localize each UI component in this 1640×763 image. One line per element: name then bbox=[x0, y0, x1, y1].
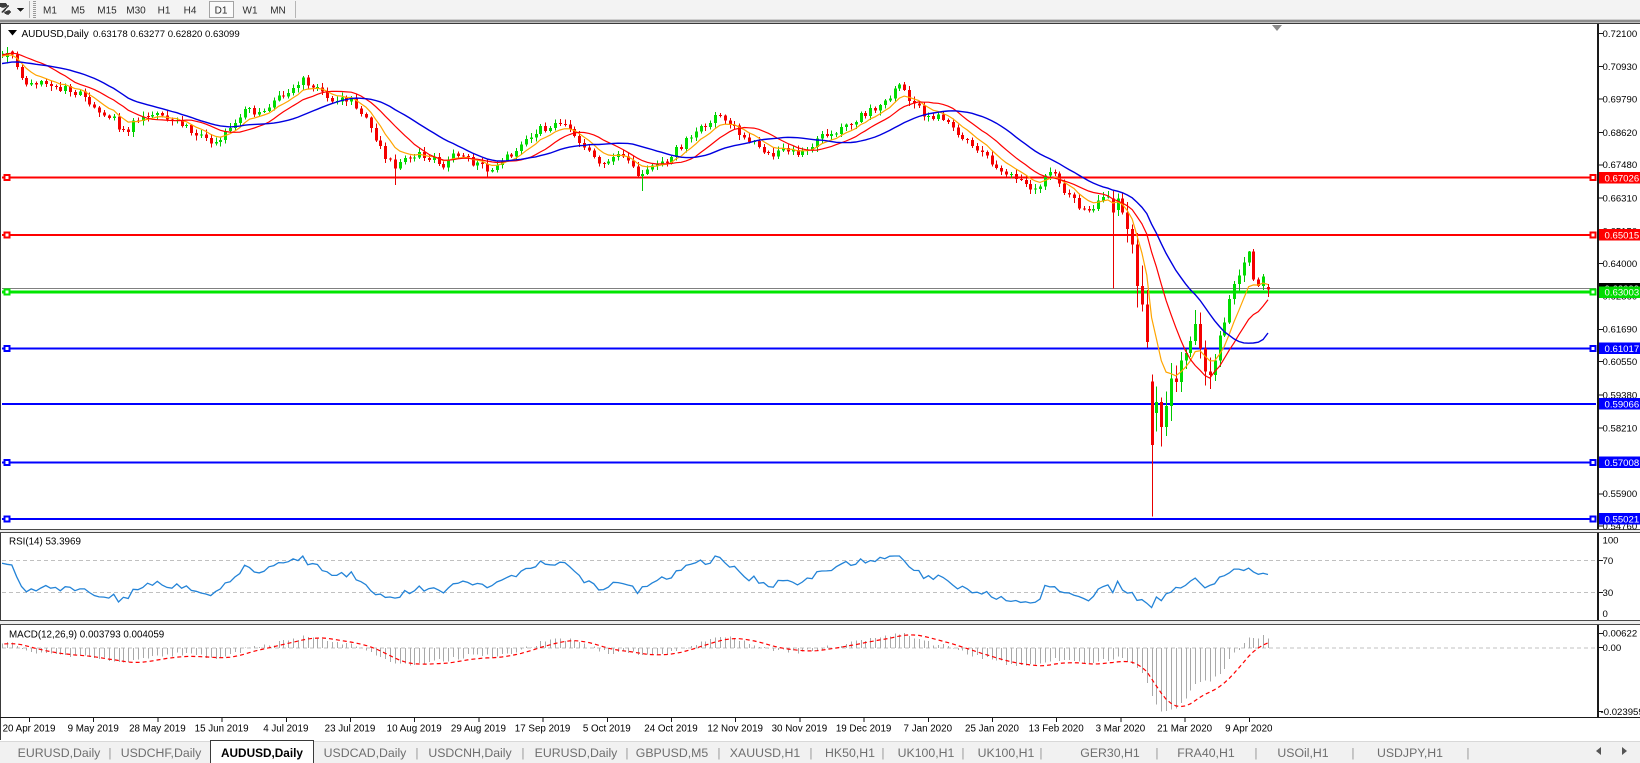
svg-text:70: 70 bbox=[1603, 556, 1614, 567]
svg-text:12 Nov 2019: 12 Nov 2019 bbox=[707, 724, 763, 735]
svg-text:0.59066: 0.59066 bbox=[1605, 400, 1640, 411]
svg-text:|: | bbox=[1351, 746, 1354, 760]
svg-text:M30: M30 bbox=[126, 6, 146, 17]
svg-text:-0.023959: -0.023959 bbox=[1601, 707, 1640, 718]
svg-text:M15: M15 bbox=[97, 6, 117, 17]
svg-text:0.68620: 0.68620 bbox=[1603, 128, 1638, 139]
svg-text:4 Jul 2019: 4 Jul 2019 bbox=[263, 724, 308, 735]
svg-text:0.00: 0.00 bbox=[1603, 643, 1622, 654]
svg-text:0.54760: 0.54760 bbox=[1603, 522, 1638, 533]
svg-text:9 Apr 2020: 9 Apr 2020 bbox=[1225, 724, 1273, 735]
svg-text:AUDUSD,Daily: AUDUSD,Daily bbox=[221, 746, 303, 760]
svg-text:0.66310: 0.66310 bbox=[1603, 193, 1638, 204]
svg-text:21 Mar 2020: 21 Mar 2020 bbox=[1157, 724, 1213, 735]
svg-text:|: | bbox=[415, 746, 418, 760]
svg-text:D1: D1 bbox=[215, 6, 228, 17]
svg-text:0: 0 bbox=[1603, 609, 1608, 620]
svg-text:13 Feb 2020: 13 Feb 2020 bbox=[1029, 724, 1085, 735]
svg-text:15 Jun 2019: 15 Jun 2019 bbox=[195, 724, 249, 735]
svg-text:|: | bbox=[1254, 746, 1257, 760]
svg-text:28 May 2019: 28 May 2019 bbox=[129, 724, 186, 735]
svg-text:3 Mar 2020: 3 Mar 2020 bbox=[1096, 724, 1146, 735]
svg-text:W1: W1 bbox=[243, 6, 258, 17]
svg-text:9 May 2019: 9 May 2019 bbox=[68, 724, 119, 735]
svg-text:USDCAD,Daily: USDCAD,Daily bbox=[324, 746, 408, 760]
svg-text:25 Jan 2020: 25 Jan 2020 bbox=[965, 724, 1019, 735]
svg-text:EURUSD,Daily: EURUSD,Daily bbox=[18, 746, 102, 760]
svg-text:H1: H1 bbox=[158, 6, 171, 17]
svg-text:17 Sep 2019: 17 Sep 2019 bbox=[515, 724, 571, 735]
svg-text:|: | bbox=[809, 746, 812, 760]
svg-text:|: | bbox=[625, 746, 628, 760]
svg-text:|: | bbox=[1155, 746, 1158, 760]
svg-text:UK100,H1: UK100,H1 bbox=[978, 746, 1035, 760]
svg-text:30 Nov 2019: 30 Nov 2019 bbox=[772, 724, 828, 735]
svg-text:0.61690: 0.61690 bbox=[1603, 325, 1638, 336]
svg-text:|: | bbox=[717, 746, 720, 760]
svg-text:MACD(12,26,9) 0.003793 0.00405: MACD(12,26,9) 0.003793 0.004059 bbox=[9, 630, 164, 641]
svg-text:UK100,H1: UK100,H1 bbox=[898, 746, 955, 760]
svg-text:HK50,H1: HK50,H1 bbox=[825, 746, 875, 760]
svg-text:|: | bbox=[521, 746, 524, 760]
svg-text:|: | bbox=[961, 746, 964, 760]
svg-text:24 Oct 2019: 24 Oct 2019 bbox=[644, 724, 697, 735]
svg-text:0.72100: 0.72100 bbox=[1603, 29, 1638, 40]
svg-text:0.67026: 0.67026 bbox=[1605, 173, 1640, 184]
svg-text:0.59380: 0.59380 bbox=[1603, 390, 1638, 401]
svg-text:0.00622: 0.00622 bbox=[1603, 628, 1638, 639]
svg-text:M1: M1 bbox=[43, 6, 57, 17]
svg-text:AUDUSD,Daily: AUDUSD,Daily bbox=[22, 29, 89, 40]
svg-text:XAUUSD,H1: XAUUSD,H1 bbox=[730, 746, 801, 760]
svg-text:|: | bbox=[881, 746, 884, 760]
svg-text:GER30,H1: GER30,H1 bbox=[1080, 746, 1140, 760]
svg-text:USDCHF,Daily: USDCHF,Daily bbox=[121, 746, 202, 760]
svg-text:0.65015: 0.65015 bbox=[1605, 230, 1640, 241]
svg-text:USDJPY,H1: USDJPY,H1 bbox=[1377, 746, 1443, 760]
svg-text:|: | bbox=[1039, 746, 1042, 760]
svg-text:0.61017: 0.61017 bbox=[1605, 344, 1640, 355]
svg-text:USOil,H1: USOil,H1 bbox=[1277, 746, 1328, 760]
svg-text:100: 100 bbox=[1603, 535, 1619, 546]
svg-text:|: | bbox=[1466, 746, 1469, 760]
svg-text:0.57008: 0.57008 bbox=[1605, 458, 1640, 469]
svg-text:0.63003: 0.63003 bbox=[1605, 288, 1640, 299]
svg-text:MN: MN bbox=[270, 6, 286, 17]
svg-text:GBPUSD,M5: GBPUSD,M5 bbox=[636, 746, 709, 760]
svg-text:29 Aug 2019: 29 Aug 2019 bbox=[451, 724, 506, 735]
svg-text:0.55900: 0.55900 bbox=[1603, 489, 1638, 500]
svg-text:0.70930: 0.70930 bbox=[1603, 62, 1638, 73]
svg-text:0.55021: 0.55021 bbox=[1605, 514, 1640, 525]
svg-text:M5: M5 bbox=[71, 6, 85, 17]
svg-text:0.60550: 0.60550 bbox=[1603, 357, 1638, 368]
svg-text:0.58210: 0.58210 bbox=[1603, 424, 1638, 435]
svg-text:EURUSD,Daily: EURUSD,Daily bbox=[535, 746, 619, 760]
svg-text:5 Oct 2019: 5 Oct 2019 bbox=[583, 724, 631, 735]
svg-text:0.64000: 0.64000 bbox=[1603, 259, 1638, 270]
svg-text:H4: H4 bbox=[184, 6, 197, 17]
svg-text:7 Jan 2020: 7 Jan 2020 bbox=[904, 724, 953, 735]
svg-text:19 Dec 2019: 19 Dec 2019 bbox=[836, 724, 892, 735]
svg-text:|: | bbox=[108, 746, 111, 760]
svg-text:FRA40,H1: FRA40,H1 bbox=[1177, 746, 1235, 760]
svg-text:RSI(14) 53.3969: RSI(14) 53.3969 bbox=[9, 537, 81, 548]
svg-text:0.67480: 0.67480 bbox=[1603, 160, 1638, 171]
svg-text:0.69790: 0.69790 bbox=[1603, 95, 1638, 106]
svg-text:0.63178 0.63277 0.62820 0.6309: 0.63178 0.63277 0.62820 0.63099 bbox=[93, 29, 240, 40]
svg-text:30: 30 bbox=[1603, 588, 1614, 599]
svg-text:10 Aug 2019: 10 Aug 2019 bbox=[387, 724, 442, 735]
svg-text:23 Jul 2019: 23 Jul 2019 bbox=[325, 724, 376, 735]
svg-text:20 Apr 2019: 20 Apr 2019 bbox=[3, 724, 56, 735]
svg-text:USDCNH,Daily: USDCNH,Daily bbox=[428, 746, 512, 760]
